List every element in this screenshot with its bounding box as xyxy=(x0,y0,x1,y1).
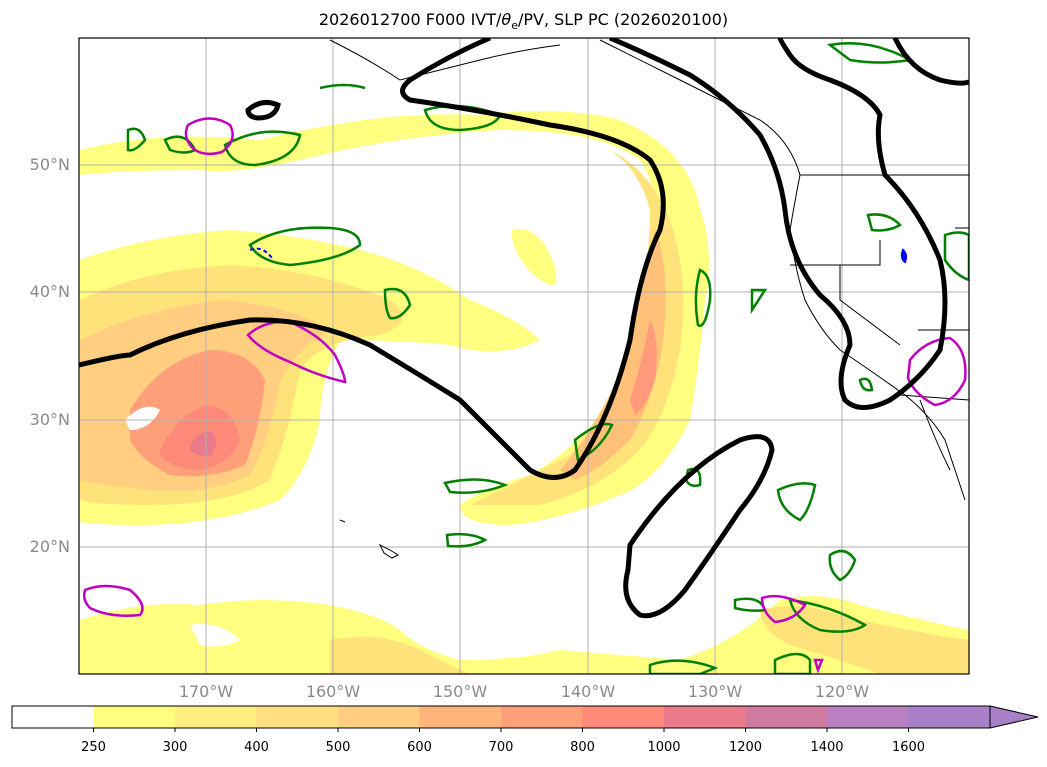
magenta-contour-5 xyxy=(760,594,807,624)
green-contour-3 xyxy=(223,130,302,167)
colorbar-tick-label: 400 xyxy=(244,740,269,755)
magenta-contour-4 xyxy=(906,336,967,407)
colorbar-segment xyxy=(745,706,828,728)
green-contour-8 xyxy=(443,478,509,494)
magenta-contour-6 xyxy=(813,658,824,674)
figure-title: 2026012700 F000 IVT/θe/PV, SLP PC (20260… xyxy=(0,10,1047,32)
ivt-south-300a xyxy=(330,636,470,674)
green-contour-18 xyxy=(773,652,812,674)
colorbar-tick-label: 250 xyxy=(81,740,106,755)
colorbar-tick-label: 600 xyxy=(407,740,432,755)
colorbar-tick-label: 300 xyxy=(162,740,188,755)
green-contour-14 xyxy=(828,549,857,582)
lon-label-140w: 140°W xyxy=(560,682,616,701)
colorbar-tick-label: 1600 xyxy=(891,740,926,755)
green-contour-10 xyxy=(694,268,712,327)
green-contour-4 xyxy=(248,226,362,267)
lon-label-150w: 150°W xyxy=(432,682,488,701)
colorbar-segment xyxy=(664,706,746,728)
green-contour-20 xyxy=(866,213,902,232)
hawaii-island xyxy=(378,543,400,559)
lat-label-40n: 40°N xyxy=(29,282,70,301)
ivt-south-hole xyxy=(190,624,240,647)
green-contour-17 xyxy=(648,659,719,674)
magenta-contour-1 xyxy=(184,117,234,156)
green-contour-23 xyxy=(319,83,366,90)
slp-contour-east xyxy=(609,38,948,410)
colorbar-tick-label: 500 xyxy=(325,740,351,755)
lon-label-130w: 130°W xyxy=(687,682,743,701)
lat-label-30n: 30°N xyxy=(29,410,70,429)
slp-contour-ne xyxy=(892,38,969,86)
lon-label-120w: 120°W xyxy=(814,682,870,701)
blue-contour-1 xyxy=(249,247,273,259)
ivt-hole xyxy=(125,406,160,430)
colorbar-tick-label: 1000 xyxy=(647,740,681,755)
green-contour-22 xyxy=(858,377,874,392)
ivt-plume-1000 xyxy=(190,431,216,456)
magenta-contour-3 xyxy=(82,584,144,617)
title-theta: θ xyxy=(501,10,512,29)
slp-contour-small xyxy=(245,99,281,121)
slp-contours xyxy=(79,38,969,619)
lat-label-20n: 20°N xyxy=(29,537,70,556)
colorbar-segment xyxy=(256,706,339,728)
lon-label-160w: 160°W xyxy=(305,682,361,701)
colorbar-segment xyxy=(908,706,991,728)
mexico-border xyxy=(899,394,969,401)
ivt-patch xyxy=(511,229,557,285)
graticule xyxy=(79,38,969,674)
title-suffix: /PV, SLP PC (2026020100) xyxy=(517,10,729,29)
colorbar-segment xyxy=(582,706,665,728)
title-theta-sub: e xyxy=(511,19,518,33)
colorbar-tick-label: 700 xyxy=(488,740,514,755)
hawaii-islet xyxy=(339,519,346,523)
green-contour-16 xyxy=(788,598,868,633)
green-contour-21 xyxy=(943,231,969,282)
green-contour-9 xyxy=(445,532,488,548)
colorbar xyxy=(11,705,1039,732)
ivt-south-250 xyxy=(80,596,969,674)
green-contour-6 xyxy=(383,287,412,320)
state-border-2 xyxy=(839,265,901,346)
blue-contour-2 xyxy=(900,248,908,264)
lat-label-50n: 50°N xyxy=(29,155,70,174)
colorbar-tick-label: 1200 xyxy=(728,740,763,755)
colorbar-segment xyxy=(93,706,176,728)
colorbar-segment xyxy=(827,706,909,728)
green-contour-1 xyxy=(126,127,147,152)
slp-contour-main xyxy=(79,38,666,480)
green-contour-11 xyxy=(750,288,768,315)
map-plot-area xyxy=(79,38,969,674)
ivt-band-700 xyxy=(630,320,657,415)
slp-contour-sub xyxy=(623,434,775,619)
baja-coast xyxy=(919,399,951,471)
title-prefix: 2026012700 F000 IVT/ xyxy=(318,10,502,29)
colorbar-segment xyxy=(12,706,94,728)
map-frame xyxy=(78,37,970,675)
alaska-coast xyxy=(329,39,561,81)
state-border-1 xyxy=(790,240,881,266)
colorbar-segment xyxy=(419,706,502,728)
blue-contours xyxy=(249,247,908,264)
ivt-filled-contours xyxy=(80,111,969,674)
colorbar-segment xyxy=(338,706,420,728)
ivt-south-300b xyxy=(760,606,969,674)
colorbar-segment xyxy=(175,706,257,728)
ivt-band-500 xyxy=(560,230,666,480)
coastlines xyxy=(329,39,969,559)
pv-green-contours xyxy=(126,42,969,674)
colorbar-tick-label: 1400 xyxy=(810,740,844,755)
colorbar-extend-arrow xyxy=(989,705,1039,729)
green-contour-13 xyxy=(776,482,817,522)
colorbar-tick-label: 800 xyxy=(570,740,595,755)
ivt-band-250 xyxy=(80,111,709,525)
lon-label-170w: 170°W xyxy=(178,682,234,701)
colorbar-segment xyxy=(501,706,583,728)
